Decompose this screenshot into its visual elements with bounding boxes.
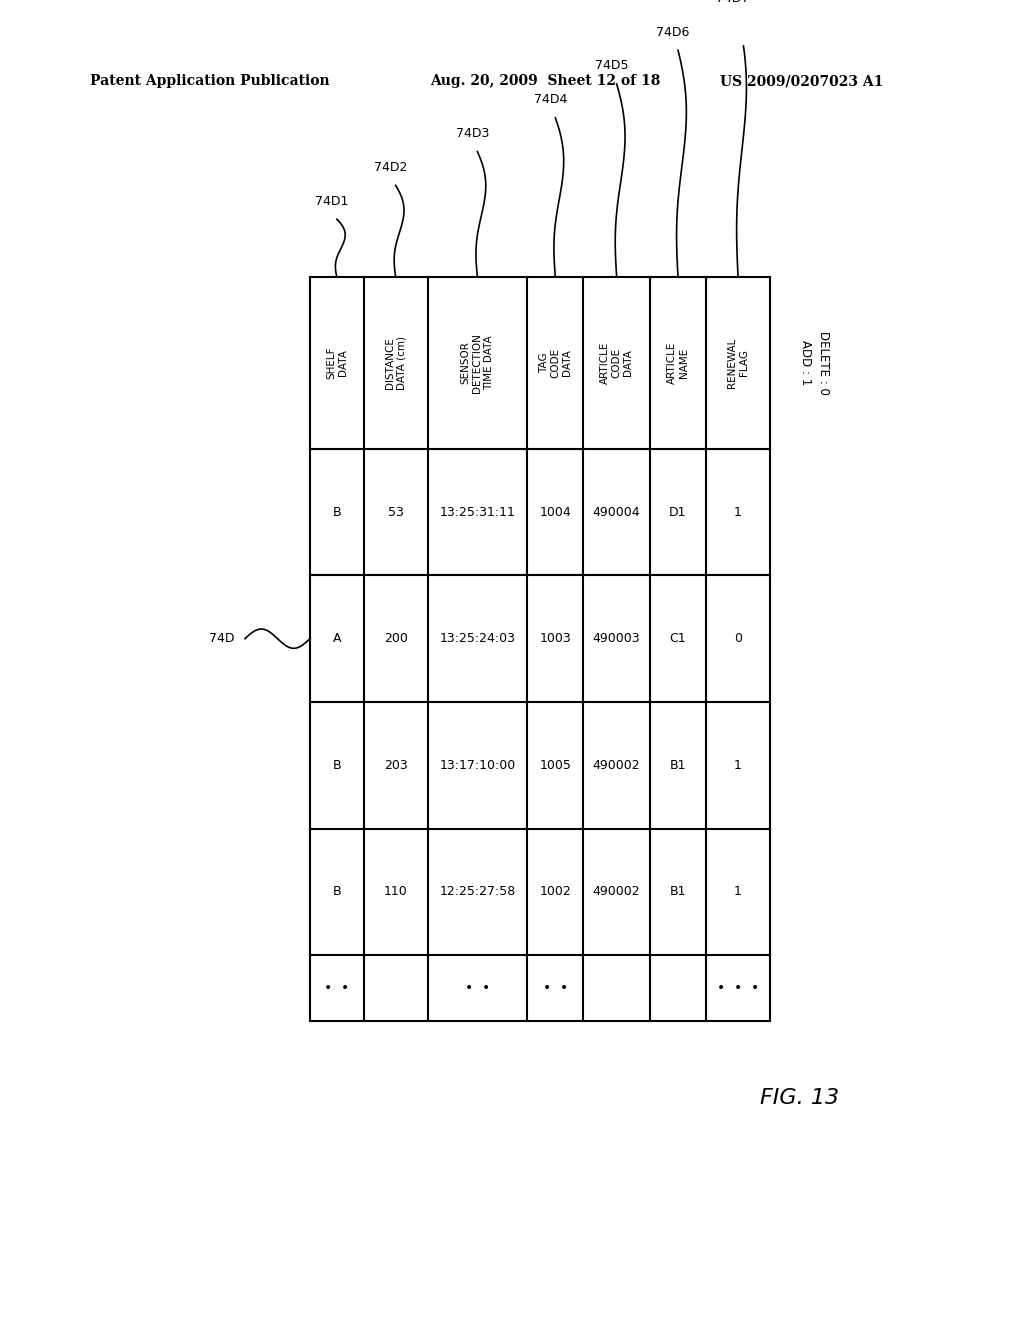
Text: •  •: • • (325, 981, 349, 995)
Text: FIG. 13: FIG. 13 (761, 1088, 840, 1107)
Text: 110: 110 (384, 886, 408, 899)
Text: 74D2: 74D2 (374, 161, 408, 174)
Text: 200: 200 (384, 632, 408, 645)
Text: 1002: 1002 (540, 886, 571, 899)
Text: 490004: 490004 (593, 506, 640, 519)
Text: D1: D1 (670, 506, 687, 519)
Text: •  •  •: • • • (717, 981, 759, 995)
Text: 74D7: 74D7 (717, 0, 750, 5)
Text: 12:25:27:58: 12:25:27:58 (439, 886, 515, 899)
Text: 0: 0 (734, 632, 742, 645)
Text: DISTANCE
DATA (cm): DISTANCE DATA (cm) (385, 335, 407, 389)
Text: 490002: 490002 (593, 759, 640, 772)
Text: ARTICLE
CODE
DATA: ARTICLE CODE DATA (600, 342, 633, 384)
Text: B: B (333, 506, 341, 519)
Text: SHELF
DATA: SHELF DATA (326, 347, 347, 379)
Text: B1: B1 (670, 886, 686, 899)
Text: 490002: 490002 (593, 886, 640, 899)
Text: 74D: 74D (210, 632, 234, 645)
Text: •  •: • • (543, 981, 568, 995)
Text: 74D6: 74D6 (656, 25, 690, 38)
Text: 53: 53 (388, 506, 403, 519)
Text: 1: 1 (734, 506, 742, 519)
Text: 74D5: 74D5 (595, 59, 629, 73)
Text: B1: B1 (670, 759, 686, 772)
Text: 1004: 1004 (540, 506, 571, 519)
Text: 490003: 490003 (593, 632, 640, 645)
Text: SENSOR
DETECTION
TIME DATA: SENSOR DETECTION TIME DATA (461, 333, 494, 393)
Text: 1005: 1005 (540, 759, 571, 772)
Text: B: B (333, 759, 341, 772)
Text: B: B (333, 886, 341, 899)
Text: 13:17:10:00: 13:17:10:00 (439, 759, 515, 772)
Text: 74D3: 74D3 (456, 127, 489, 140)
Text: 13:25:24:03: 13:25:24:03 (439, 632, 515, 645)
Text: 1003: 1003 (540, 632, 571, 645)
Text: 1: 1 (734, 759, 742, 772)
Text: 13:25:31:11: 13:25:31:11 (439, 506, 515, 519)
Text: 1: 1 (734, 886, 742, 899)
Text: 74D1: 74D1 (315, 194, 348, 207)
Text: US 2009/0207023 A1: US 2009/0207023 A1 (720, 74, 884, 88)
Text: 203: 203 (384, 759, 408, 772)
Text: 74D4: 74D4 (534, 94, 567, 106)
Text: TAG
CODE
DATA: TAG CODE DATA (539, 348, 572, 378)
Text: C1: C1 (670, 632, 686, 645)
Text: ARTICLE
NAME: ARTICLE NAME (668, 342, 689, 384)
Text: Aug. 20, 2009  Sheet 12 of 18: Aug. 20, 2009 Sheet 12 of 18 (430, 74, 660, 88)
Text: Patent Application Publication: Patent Application Publication (90, 74, 330, 88)
Text: RENEWAL
FLAG: RENEWAL FLAG (727, 338, 749, 388)
Text: DELETE : 0: DELETE : 0 (816, 331, 829, 395)
Text: ADD : 1: ADD : 1 (799, 341, 811, 385)
Text: A: A (333, 632, 341, 645)
Text: •  •: • • (465, 981, 490, 995)
